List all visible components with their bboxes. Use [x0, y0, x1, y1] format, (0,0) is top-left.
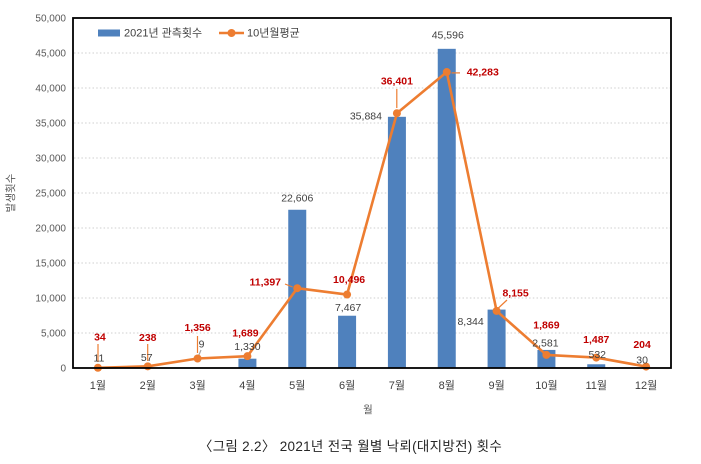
x-tick-label: 12월 [635, 379, 657, 392]
x-tick-label: 3월 [189, 379, 205, 392]
line-value-label: 36,401 [381, 76, 413, 88]
line-value-label: 238 [139, 332, 157, 344]
y-tick-label: 5,000 [41, 329, 66, 340]
line-marker-4월 [243, 352, 252, 361]
x-tick-label: 5월 [289, 379, 305, 392]
bar-value-label: 35,884 [350, 110, 382, 122]
line-value-label: 1,487 [583, 334, 609, 346]
line-value-label: 1,356 [184, 322, 210, 334]
bar-value-label: 532 [588, 349, 606, 361]
line-marker-9월 [492, 306, 501, 315]
y-tick-label: 20,000 [35, 224, 66, 235]
bar-9월 [487, 309, 506, 368]
bar-8월 [437, 48, 456, 368]
y-tick-label: 25,000 [35, 189, 66, 200]
x-tick-label: 7월 [389, 379, 405, 392]
plot-border [72, 17, 672, 369]
line-marker-5월 [293, 284, 302, 293]
line-value-label: 34 [94, 331, 106, 343]
y-tick-label: 0 [60, 364, 66, 375]
line-value-label: 204 [633, 339, 651, 351]
bar-value-label: 57 [141, 352, 153, 364]
x-tick-label: 2월 [140, 379, 156, 392]
line-value-label: 1,689 [232, 328, 258, 340]
line-value-label: 8,155 [502, 287, 528, 299]
bar-11월 [587, 364, 606, 368]
y-tick-label: 45,000 [35, 49, 66, 60]
bar-value-label: 11 [93, 352, 104, 364]
x-tick-label: 9월 [488, 379, 504, 392]
legend-line-label: 10년월평균 [247, 27, 300, 40]
line-marker-7월 [392, 109, 401, 118]
bar-value-label: 9 [199, 338, 205, 350]
x-tick-label: 11월 [585, 379, 607, 392]
x-axis-title: 월 [363, 404, 373, 416]
average-line [97, 70, 647, 370]
bar-value-label: 7,467 [335, 302, 361, 314]
bar-value-label: 2,581 [532, 337, 558, 349]
line-marker-3월 [193, 354, 202, 363]
chart-canvas: 0 5,000 10,000 15,000 20,000 25,000 30,000 35,0… [5, 14, 672, 416]
x-tick-label: 1월 [90, 379, 106, 392]
legend-line-marker-icon [227, 29, 236, 37]
line-marker-8월 [442, 68, 451, 77]
line-marker-6월 [343, 290, 352, 299]
bar-value-label: 30 [636, 354, 648, 366]
x-tick-label: 6월 [339, 379, 355, 392]
line-value-label: 10,496 [333, 274, 365, 286]
line-marker-10월 [542, 350, 551, 359]
y-tick-label: 35,000 [35, 119, 66, 130]
figure-caption: 〈그림 2.2〉 2021년 전국 월별 낙뢰(대지방전) 횟수 [198, 439, 503, 454]
y-tick-label: 10,000 [35, 294, 66, 305]
y-tick-label: 50,000 [35, 14, 66, 25]
x-tick-label: 4월 [239, 379, 255, 392]
bar-value-label: 8,344 [457, 316, 483, 328]
bar-7월 [387, 116, 406, 368]
line-value-label: 1,869 [533, 319, 559, 331]
bar-4월 [238, 358, 257, 368]
legend-bar-label: 2021년 관측횟수 [124, 27, 202, 40]
x-tick-label: 10월 [535, 379, 557, 392]
y-axis-title: 발생횟수 [5, 173, 17, 212]
y-tick-label: 15,000 [35, 259, 66, 270]
bar-value-label: 1,330 [234, 341, 260, 353]
x-tick-label: 8월 [439, 379, 455, 392]
bar-value-label: 45,596 [432, 29, 464, 41]
legend-bar-swatch-icon [98, 29, 120, 37]
label-leader-line [497, 299, 508, 309]
y-tick-label: 40,000 [35, 84, 66, 95]
bar-value-label: 22,606 [281, 192, 313, 204]
line-value-label: 42,283 [467, 67, 499, 79]
bar-6월 [338, 315, 357, 368]
line-marker-11월 [592, 353, 601, 362]
y-tick-label: 30,000 [35, 154, 66, 165]
line-value-label: 11,397 [249, 277, 281, 289]
label-leader-line [284, 283, 293, 288]
